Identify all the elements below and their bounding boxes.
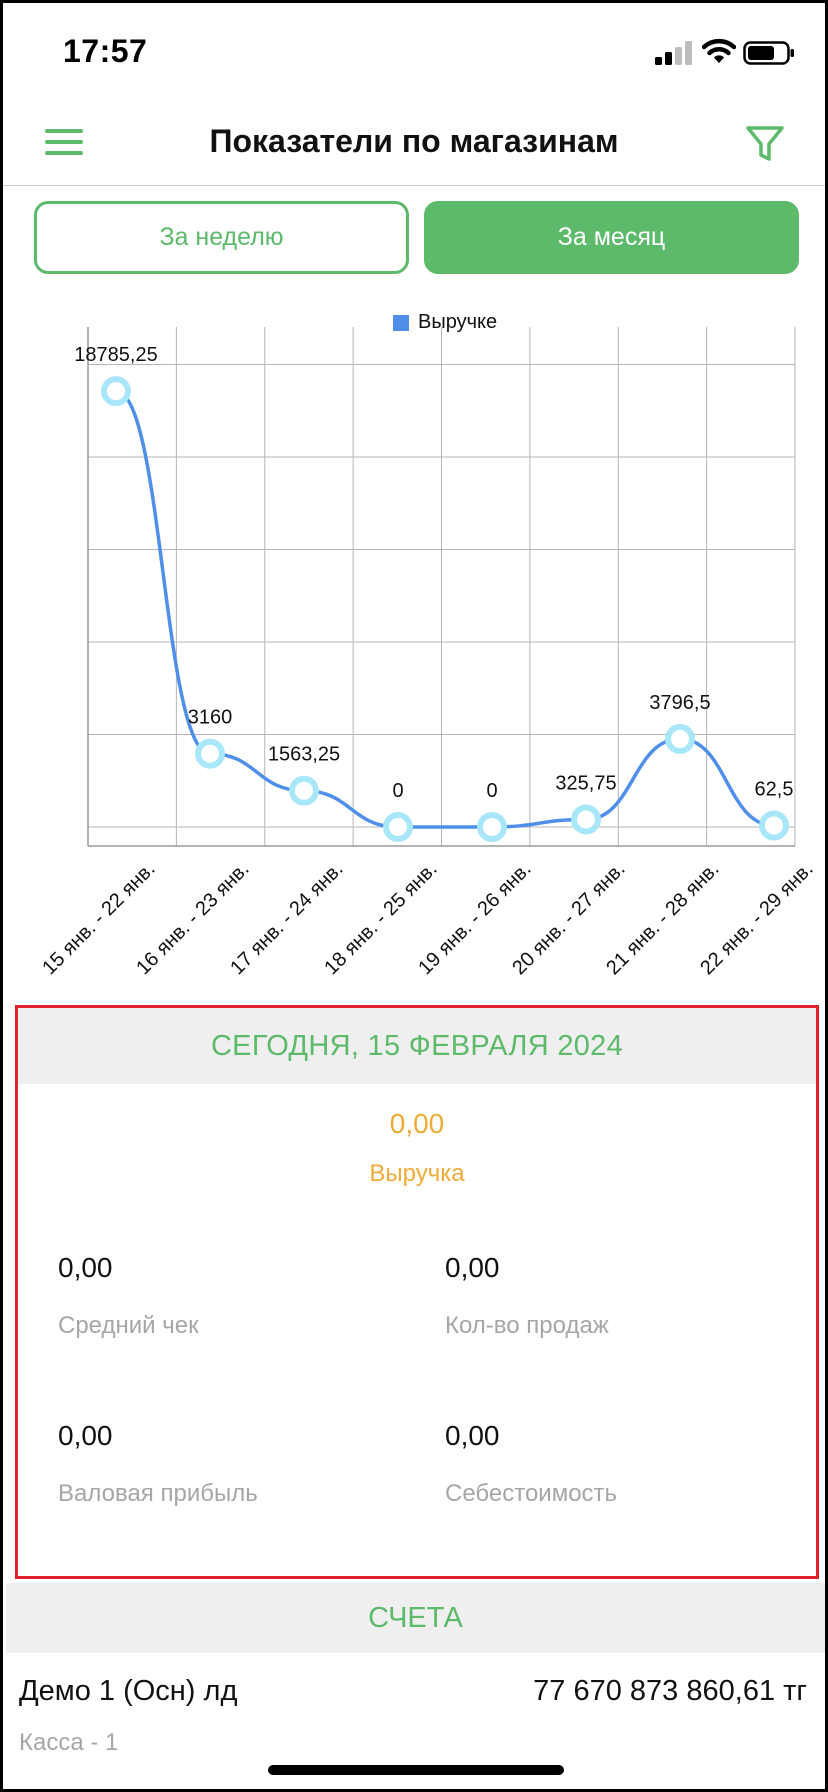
- data-point: [101, 376, 131, 407]
- status-bar: 17:57: [3, 3, 825, 103]
- today-header: СЕГОДНЯ, 15 ФЕВРАЛЯ 2024: [18, 1008, 816, 1084]
- tab-week[interactable]: За неделю: [34, 201, 409, 274]
- accounts-header: СЧЕТА: [6, 1583, 825, 1653]
- page-title: Показатели по магазинам: [209, 123, 619, 159]
- sales-count-label: Кол-во продаж: [445, 1312, 609, 1339]
- data-point: [571, 804, 601, 835]
- gross-profit-value: 0,00: [58, 1420, 113, 1451]
- average-check-label: Средний чек: [58, 1312, 199, 1339]
- data-point: [195, 738, 225, 769]
- data-point: [289, 775, 319, 806]
- tab-month[interactable]: За месяц: [424, 201, 799, 274]
- today-summary-panel: СЕГОДНЯ, 15 ФЕВРАЛЯ 2024 0,00 Выручка 0,…: [15, 1005, 819, 1579]
- revenue-value: 0,00: [389, 1108, 445, 1139]
- data-point: [759, 810, 789, 841]
- cost-label: Себестоимость: [445, 1480, 618, 1507]
- data-point: [665, 723, 695, 754]
- legend-label: Выручке: [418, 311, 498, 333]
- legend-swatch: [393, 314, 409, 331]
- filter-icon[interactable]: [745, 123, 785, 165]
- data-label: 18785,25: [74, 344, 157, 366]
- data-point: [383, 812, 413, 842]
- sales-count-value: 0,00: [445, 1252, 500, 1283]
- battery-icon: [743, 41, 794, 65]
- app-header: Показатели по магазинам: [3, 103, 825, 186]
- data-label: 3796,5: [649, 692, 710, 714]
- data-label: 0: [486, 780, 497, 802]
- revenue-chart: Выручке 18785,25 3160 1563,25 0 0 325,75 3796,…: [3, 293, 825, 993]
- account-amount: 77 670 873 860,61 тг: [533, 1675, 807, 1707]
- hamburger-icon[interactable]: [45, 125, 85, 161]
- status-time: 17:57: [63, 33, 148, 69]
- data-label: 0: [392, 780, 403, 802]
- gross-profit-label: Валовая прибыль: [58, 1480, 258, 1507]
- data-label: 325,75: [555, 772, 616, 794]
- account-register: Касса - 1: [19, 1729, 119, 1756]
- chart-legend: Выручке: [393, 311, 497, 334]
- data-label: 1563,25: [268, 744, 340, 766]
- signal-icon: [655, 41, 692, 65]
- average-check-value: 0,00: [58, 1252, 113, 1283]
- home-indicator: [268, 1765, 564, 1775]
- data-label: 3160: [188, 707, 233, 729]
- account-name[interactable]: Демо 1 (Осн) лд: [19, 1675, 238, 1707]
- revenue-label: Выручка: [369, 1160, 465, 1187]
- wifi-icon: [702, 38, 736, 63]
- data-point: [477, 812, 507, 842]
- cost-value: 0,00: [445, 1420, 500, 1451]
- data-label: 62,5: [755, 779, 794, 801]
